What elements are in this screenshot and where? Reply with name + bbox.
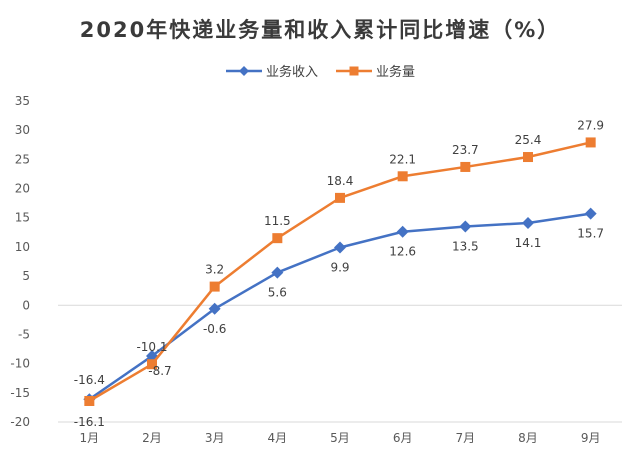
chart-title: 2020年快递业务量和收入累计同比增速（%） (79, 18, 561, 42)
data-label: 13.5 (452, 239, 479, 253)
data-point (397, 171, 408, 182)
data-point (271, 266, 284, 279)
data-point (147, 359, 157, 370)
x-tick-label: 3月 (205, 431, 225, 445)
data-label: 25.4 (515, 133, 542, 147)
data-point (208, 302, 221, 315)
data-label: 15.7 (577, 227, 604, 241)
data-point (396, 225, 409, 238)
data-point (459, 220, 472, 233)
data-label: 14.1 (515, 236, 542, 250)
y-tick-label: 0 (22, 298, 30, 312)
data-point (584, 207, 597, 220)
x-tick-label: 5月 (330, 431, 350, 445)
series-layer (83, 137, 597, 406)
y-tick-label: -20 (10, 415, 30, 429)
y-tick-label: 20 (15, 182, 30, 196)
y-tick-label: -10 (10, 357, 30, 371)
data-point (272, 233, 283, 244)
x-tick-label: 2月 (142, 431, 162, 445)
data-label: -10.1 (136, 340, 167, 354)
x-tick-label: 9月 (581, 431, 601, 445)
data-point (335, 192, 345, 203)
data-point (84, 395, 95, 406)
y-tick-label: 5 (22, 269, 30, 283)
data-label: -16.4 (74, 373, 105, 387)
data-point (522, 216, 534, 229)
legend: 业务收入 业务量 (226, 64, 415, 80)
data-label: -8.7 (148, 364, 171, 378)
x-tick-label: 8月 (518, 431, 538, 445)
x-tick-label: 6月 (393, 431, 413, 445)
data-label: 11.5 (264, 214, 291, 228)
legend-item: 业务量 (336, 64, 415, 80)
legend-item: 业务收入 (226, 64, 318, 80)
x-tick-label: 7月 (456, 431, 476, 445)
y-tick-label: -15 (10, 386, 30, 400)
data-point (460, 161, 471, 172)
data-label: 22.1 (389, 152, 416, 166)
y-tick-label: 10 (15, 240, 30, 254)
data-label: -0.6 (203, 322, 226, 336)
data-label: -16.1 (74, 415, 105, 429)
legend-label: 业务量 (376, 64, 415, 80)
data-point (209, 281, 220, 292)
data-label: 9.9 (330, 260, 349, 274)
data-label: 12.6 (389, 245, 416, 259)
y-tick-label: 25 (15, 152, 30, 166)
y-tick-label: 15 (15, 211, 30, 225)
legend-marker (239, 66, 249, 76)
legend-label: 业务收入 (266, 64, 318, 80)
data-point (334, 241, 346, 254)
data-point (585, 137, 596, 148)
axes: 35 30 25 20 15 10 5 0 -5 -10 -15 -20 1月 2月 3月 4月 5月 6月 7月 8… (10, 94, 622, 445)
y-tick-label: 35 (15, 94, 30, 108)
data-label: 23.7 (452, 143, 479, 157)
data-label: 5.6 (268, 286, 287, 300)
y-tick-label: -5 (18, 327, 30, 341)
data-point (523, 152, 533, 163)
data-label: 18.4 (327, 174, 354, 188)
legend-marker (349, 66, 359, 76)
data-label: 3.2 (205, 263, 224, 277)
data-label: 27.9 (577, 118, 604, 132)
x-tick-label: 4月 (268, 431, 288, 445)
y-tick-label: 30 (15, 123, 30, 137)
x-tick-label: 1月 (80, 431, 100, 445)
data-labels: -16.4 -10.1 3.2 11.5 18.4 22.1 23.7 25.4 27.9 -16… (74, 118, 604, 429)
